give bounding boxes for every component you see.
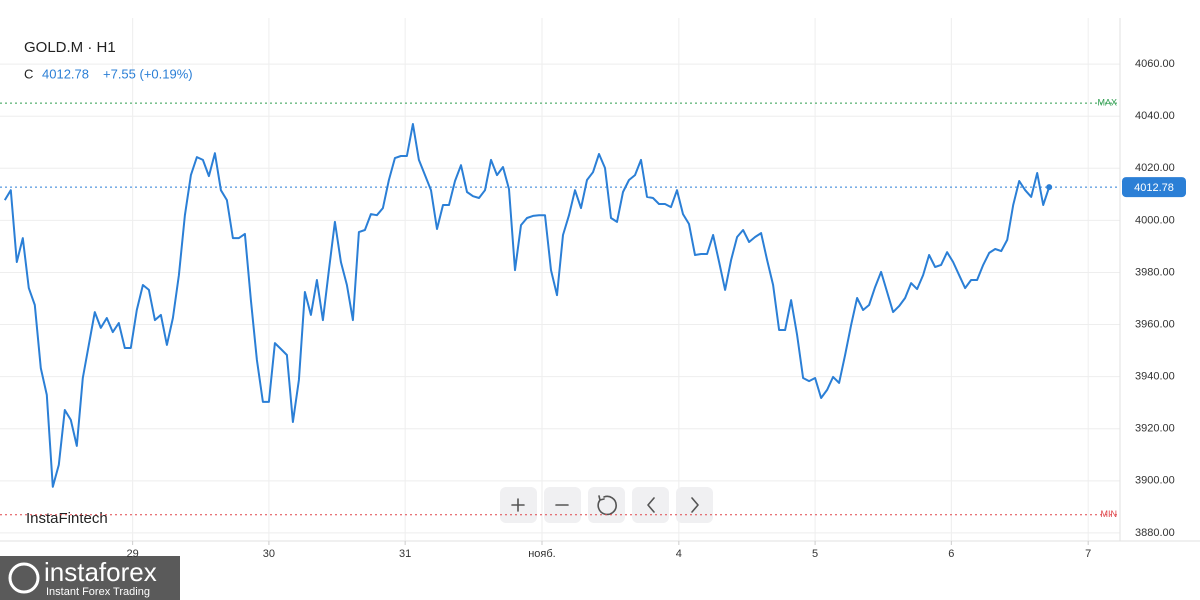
logo: instaforex Instant Forex Trading bbox=[0, 556, 180, 600]
y-tick-label: 3880.00 bbox=[1135, 527, 1175, 539]
scroll-right-button[interactable] bbox=[676, 487, 713, 523]
max-line-label: MAX bbox=[1097, 98, 1117, 108]
y-tick-label: 4020.00 bbox=[1135, 162, 1175, 174]
y-tick-label: 4040.00 bbox=[1135, 110, 1175, 122]
logo-icon bbox=[8, 562, 40, 594]
x-tick-label: нояб. bbox=[528, 548, 556, 560]
y-tick-label: 3920.00 bbox=[1135, 423, 1175, 435]
symbol: GOLD.M · H1 bbox=[24, 39, 116, 56]
logo-text: instaforex bbox=[44, 557, 157, 587]
y-tick-label: 3900.00 bbox=[1135, 475, 1175, 487]
scroll-right-icon bbox=[691, 497, 699, 513]
y-tick-label: 3940.00 bbox=[1135, 371, 1175, 383]
grid bbox=[0, 18, 1120, 541]
close-value: 4012.78 bbox=[42, 66, 89, 81]
y-tick-label: 4000.00 bbox=[1135, 214, 1175, 226]
x-tick-label: 31 bbox=[399, 548, 411, 560]
change: +7.55 (+0.19%) bbox=[103, 66, 193, 81]
min-line-label: MIN bbox=[1101, 509, 1118, 519]
watermark: InstaFintech bbox=[26, 510, 108, 527]
y-tick-label: 4060.00 bbox=[1135, 58, 1175, 70]
x-tick-label: 29 bbox=[127, 548, 139, 560]
last-price-tag bbox=[1122, 177, 1186, 198]
y-tick-label: 3960.00 bbox=[1135, 318, 1175, 330]
price-line bbox=[3, 123, 1051, 488]
logo-tagline: Instant Forex Trading bbox=[46, 586, 150, 598]
y-tick-label: 3980.00 bbox=[1135, 266, 1175, 278]
x-tick-label: 4 bbox=[676, 548, 682, 560]
toolbar bbox=[500, 487, 713, 523]
logo-background bbox=[0, 556, 180, 600]
x-tick-label: 7 bbox=[1085, 548, 1091, 560]
close-label: C bbox=[24, 66, 33, 81]
reset-button[interactable] bbox=[588, 487, 625, 523]
scroll-left-button[interactable] bbox=[632, 487, 669, 523]
last-price-label: 4012.78 bbox=[1134, 182, 1174, 194]
x-tick-label: 6 bbox=[948, 548, 954, 560]
x-tick-label: 30 bbox=[263, 548, 275, 560]
x-tick-label: 5 bbox=[812, 548, 818, 560]
zoom-in-icon bbox=[511, 498, 525, 512]
scroll-left-icon bbox=[647, 497, 655, 513]
last-point bbox=[1046, 184, 1053, 191]
reset-icon bbox=[597, 495, 617, 516]
